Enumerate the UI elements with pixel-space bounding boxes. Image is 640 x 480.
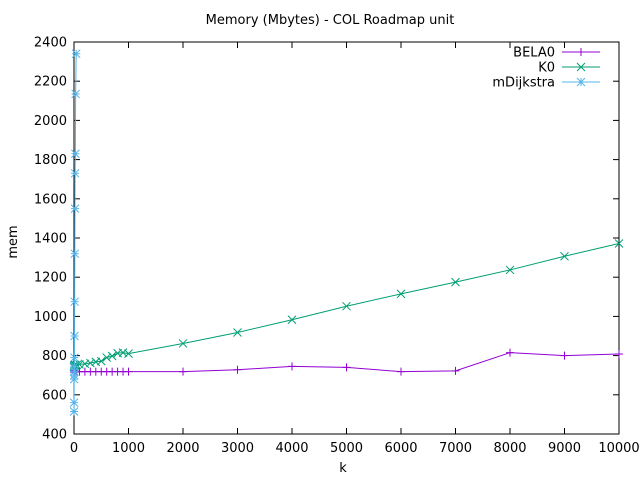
data-point-k0 <box>560 251 569 261</box>
data-point-bela0 <box>288 362 296 371</box>
y-tick-label: 1000 <box>34 310 67 325</box>
data-point-mdijkstra <box>70 297 80 307</box>
data-point-k0 <box>233 328 242 337</box>
legend-label-k0: K0 <box>538 61 555 76</box>
data-point-mdijkstra <box>70 353 79 362</box>
data-point-k0 <box>85 358 95 368</box>
y-tick-label: 2400 <box>34 36 67 51</box>
series-layer <box>69 49 624 416</box>
y-tick-label: 1800 <box>34 153 67 168</box>
data-point-k0 <box>505 265 515 275</box>
y-tick-label: 600 <box>42 388 67 403</box>
data-point-k0 <box>287 315 297 325</box>
y-tick-label: 800 <box>42 349 67 364</box>
data-point-k0 <box>107 351 117 361</box>
y-tick-label: 2000 <box>34 114 67 129</box>
data-point-mdijkstra <box>70 249 80 259</box>
data-point-bela0 <box>342 363 351 372</box>
data-point-mdijkstra <box>69 407 79 416</box>
data-point-k0 <box>118 348 128 358</box>
y-tick-label: 1400 <box>34 232 67 247</box>
legend-label-mdijkstra: mDijkstra <box>492 76 555 91</box>
data-point-k0 <box>614 239 624 248</box>
data-point-bela0 <box>397 367 405 376</box>
data-point-bela0 <box>179 367 187 376</box>
data-point-k0 <box>178 339 188 348</box>
data-point-k0 <box>342 301 351 311</box>
x-tick-label: 7000 <box>439 441 472 456</box>
legend-marker-bela0 <box>577 48 585 56</box>
legend-marker-mdijkstra <box>576 77 586 87</box>
data-point-mdijkstra <box>70 331 79 341</box>
data-point-mdijkstra <box>71 149 80 159</box>
data-point-bela0 <box>451 366 460 375</box>
series-mdijkstra <box>69 49 81 416</box>
legend-marker-k0 <box>576 62 586 72</box>
y-axis-label: mem <box>6 225 21 258</box>
data-point-bela0 <box>124 367 133 376</box>
data-point-mdijkstra <box>70 168 80 178</box>
axis-ticks: 400 600 800 1000 1200 1400 1600 1800 2000 2200 240… <box>34 36 640 457</box>
data-point-bela0 <box>615 350 623 359</box>
data-point-mdijkstra <box>71 49 81 59</box>
data-point-k0 <box>451 277 460 287</box>
data-point-k0 <box>124 349 133 358</box>
x-tick-label: 4000 <box>275 441 308 456</box>
x-tick-label: 0 <box>70 441 78 456</box>
data-point-k0 <box>102 353 112 362</box>
x-tick-label: 3000 <box>221 441 254 456</box>
x-tick-label: 2000 <box>166 441 199 456</box>
data-point-mdijkstra <box>71 89 80 99</box>
data-point-mdijkstra <box>69 398 79 407</box>
data-point-k0 <box>396 289 406 299</box>
data-point-k0 <box>96 356 106 366</box>
data-point-bela0 <box>506 348 514 357</box>
x-tick-label: 5000 <box>330 441 363 456</box>
y-tick-label: 1600 <box>34 192 67 207</box>
data-point-bela0 <box>560 351 569 360</box>
x-tick-label: 9000 <box>548 441 581 456</box>
x-axis-label: k <box>339 461 347 476</box>
x-tick-label: 8000 <box>493 441 526 456</box>
y-tick-label: 400 <box>42 428 67 443</box>
y-tick-label: 2200 <box>34 75 67 90</box>
x-tick-label: 1000 <box>112 441 145 456</box>
x-tick-label: 6000 <box>384 441 417 456</box>
data-point-mdijkstra <box>70 204 80 213</box>
data-point-mdijkstra <box>69 362 79 371</box>
chart-title: Memory (Mbytes) - COL Roadmap unit <box>206 13 455 28</box>
x-tick-label: 10000 <box>598 441 639 456</box>
data-point-bela0 <box>233 365 242 374</box>
y-tick-label: 1200 <box>34 271 67 286</box>
legend-label-bela0: BELA0 <box>513 46 555 61</box>
